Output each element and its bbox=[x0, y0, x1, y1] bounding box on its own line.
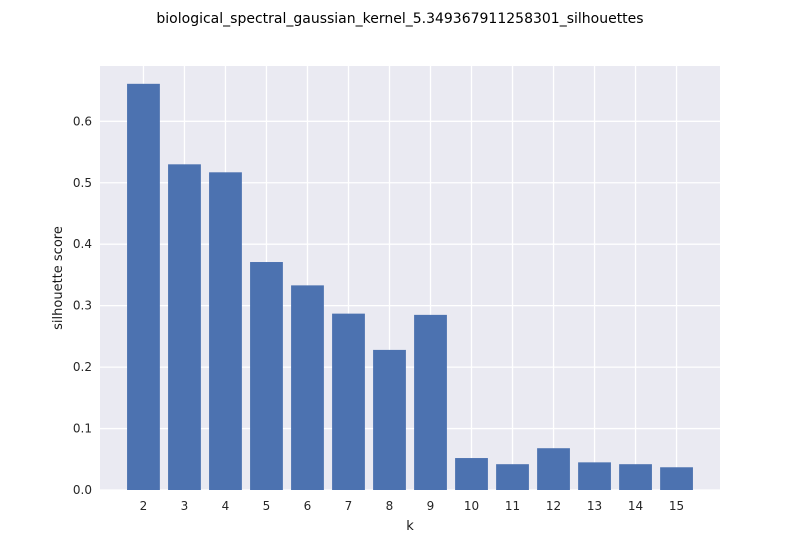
bar-k-13 bbox=[578, 462, 611, 490]
x-tick-label: 9 bbox=[427, 499, 435, 513]
y-tick-label: 0.2 bbox=[73, 360, 92, 374]
x-tick-label: 3 bbox=[181, 499, 189, 513]
y-tick-label: 0.3 bbox=[73, 299, 92, 313]
bar-k-9 bbox=[414, 314, 447, 490]
bar-k-7 bbox=[332, 313, 365, 490]
x-tick-label: 4 bbox=[222, 499, 230, 513]
x-tick-label: 8 bbox=[386, 499, 394, 513]
x-tick-label: 2 bbox=[140, 499, 148, 513]
chart-title: biological_spectral_gaussian_kernel_5.34… bbox=[156, 11, 643, 27]
y-tick-label: 0.6 bbox=[73, 114, 92, 128]
bar-k-3 bbox=[168, 164, 201, 490]
bar-k-4 bbox=[209, 172, 242, 490]
x-tick-label: 12 bbox=[546, 499, 561, 513]
bar-k-14 bbox=[619, 464, 652, 490]
x-tick-label: 13 bbox=[587, 499, 602, 513]
x-tick-label: 7 bbox=[345, 499, 353, 513]
x-tick-label: 11 bbox=[505, 499, 520, 513]
bar-k-11 bbox=[496, 464, 529, 490]
x-tick-label: 15 bbox=[669, 499, 684, 513]
bar-k-10 bbox=[455, 458, 488, 490]
y-tick-label: 0.5 bbox=[73, 176, 92, 190]
x-tick-label: 6 bbox=[304, 499, 312, 513]
plot-area bbox=[100, 66, 720, 490]
bars bbox=[127, 83, 693, 491]
x-axis-ticks: 2 3 4 5 6 7 8 9 10 11 12 13 14 15 bbox=[140, 499, 685, 513]
y-tick-label: 0.4 bbox=[73, 237, 92, 251]
bar-k-2 bbox=[127, 83, 160, 491]
y-tick-label: 0.1 bbox=[73, 422, 92, 436]
x-tick-label: 10 bbox=[464, 499, 479, 513]
x-tick-label: 14 bbox=[628, 499, 643, 513]
bar-k-15 bbox=[660, 467, 693, 490]
bar-k-6 bbox=[291, 285, 324, 490]
bar-k-12 bbox=[537, 448, 570, 490]
y-axis-ticks: 0.0 0.1 0.2 0.3 0.4 0.5 0.6 bbox=[73, 114, 92, 497]
y-tick-label: 0.0 bbox=[73, 483, 92, 497]
bar-k-8 bbox=[373, 349, 406, 490]
x-axis-label: k bbox=[406, 519, 414, 534]
x-tick-label: 5 bbox=[263, 499, 271, 513]
bar-k-5 bbox=[250, 262, 283, 490]
y-axis-label: silhouette score bbox=[51, 226, 66, 330]
